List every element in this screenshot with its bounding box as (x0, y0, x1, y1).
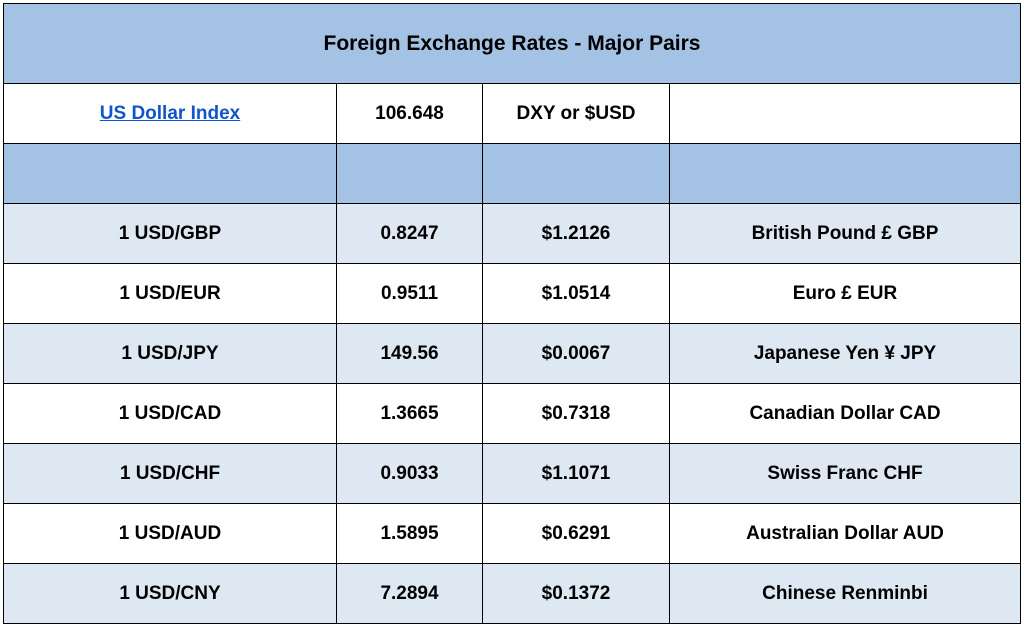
rate-cell: 7.2894 (336, 563, 483, 624)
empty-cell (668, 143, 1022, 204)
usd-value-cell: $0.1372 (482, 563, 670, 624)
rate-cell: 149.56 (336, 323, 483, 384)
index-row: US Dollar Index 106.648 DXY or $USD (3, 83, 1022, 144)
pair-cell: 1 USD/GBP (3, 203, 337, 264)
pair-cell: 1 USD/JPY (3, 323, 337, 384)
empty-cell (482, 143, 670, 204)
currency-name-cell: Euro £ EUR (668, 263, 1022, 324)
currency-name-cell: Japanese Yen ¥ JPY (668, 323, 1022, 384)
empty-cell (336, 143, 483, 204)
table-row: 1 USD/AUD 1.5895 $0.6291 Australian Dollar … (3, 503, 1022, 564)
rate-cell: 0.8247 (336, 203, 483, 264)
separator-row (3, 143, 1022, 204)
table-row: 1 USD/EUR 0.9511 $1.0514 Euro £ EUR (3, 263, 1022, 324)
rate-cell: 1.5895 (336, 503, 483, 564)
index-note (668, 83, 1022, 144)
usd-value-cell: $0.0067 (482, 323, 670, 384)
table-title: Foreign Exchange Rates - Major Pairs (2, 3, 1022, 84)
table-row: 1 USD/GBP 0.8247 $1.2126 British Pound £ GB… (3, 203, 1022, 264)
empty-cell (3, 143, 337, 204)
title-row: Foreign Exchange Rates - Major Pairs (2, 3, 1022, 84)
table-row: 1 USD/CHF 0.9033 $1.1071 Swiss Franc CHF (3, 443, 1022, 504)
currency-name-cell: Chinese Renminbi (668, 563, 1022, 624)
currency-name-cell: Australian Dollar AUD (668, 503, 1022, 564)
table-row: 1 USD/CNY 7.2894 $0.1372 Chinese Renminbi (3, 563, 1022, 624)
index-name-cell: US Dollar Index (3, 83, 337, 144)
pair-cell: 1 USD/CHF (3, 443, 337, 504)
usd-value-cell: $0.7318 (482, 383, 670, 444)
us-dollar-index-link[interactable]: US Dollar Index (99, 102, 241, 124)
table-row: 1 USD/JPY 149.56 $0.0067 Japanese Yen ¥ JPY (3, 323, 1022, 384)
table-row: 1 USD/CAD 1.3665 $0.7318 Canadian Dollar CA… (3, 383, 1022, 444)
rate-rows: 1 USD/GBP 0.8247 $1.2126 British Pound £ GB… (3, 203, 1022, 624)
usd-value-cell: $1.1071 (482, 443, 670, 504)
rate-cell: 1.3665 (336, 383, 483, 444)
pair-cell: 1 USD/CNY (3, 563, 337, 624)
pair-cell: 1 USD/CAD (3, 383, 337, 444)
usd-value-cell: $1.0514 (482, 263, 670, 324)
currency-name-cell: Swiss Franc CHF (668, 443, 1022, 504)
index-value: 106.648 (336, 83, 483, 144)
rate-cell: 0.9511 (336, 263, 483, 324)
pair-cell: 1 USD/EUR (3, 263, 337, 324)
exchange-rates-table: Foreign Exchange Rates - Major Pairs US … (2, 3, 1022, 624)
usd-value-cell: $0.6291 (482, 503, 670, 564)
usd-value-cell: $1.2126 (482, 203, 670, 264)
currency-name-cell: British Pound £ GBP (668, 203, 1022, 264)
rate-cell: 0.9033 (336, 443, 483, 504)
pair-cell: 1 USD/AUD (3, 503, 337, 564)
currency-name-cell: Canadian Dollar CAD (668, 383, 1022, 444)
index-symbol: DXY or $USD (482, 83, 670, 144)
